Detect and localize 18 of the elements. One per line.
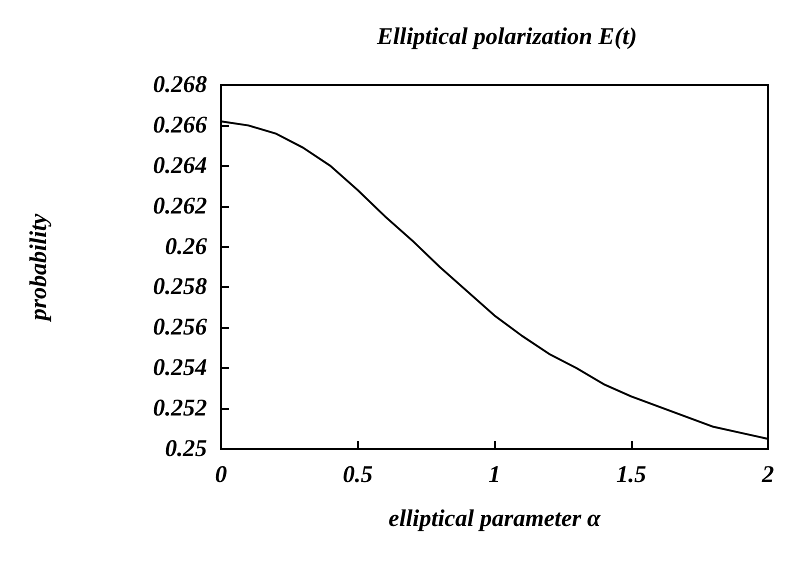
y-axis-title: probability (26, 213, 52, 322)
x-tick-label: 0 (215, 462, 227, 488)
y-tick-label: 0.252 (153, 396, 207, 422)
y-tick-label: 0.25 (165, 436, 207, 462)
y-tick-label: 0.266 (153, 112, 207, 138)
chart-title: Elliptical polarization E(t) (376, 24, 638, 50)
y-tick-label: 0.254 (153, 355, 207, 382)
y-tick-label: 0.258 (153, 274, 207, 300)
y-tick-label: 0.268 (153, 72, 207, 98)
y-tick-label: 0.264 (153, 152, 207, 179)
x-tick-label: 1.5 (616, 462, 646, 488)
y-tick-label: 0.26 (165, 234, 207, 260)
y-tick-label: 0.256 (153, 314, 207, 341)
x-tick-label: 0.5 (342, 462, 373, 488)
y-tick-label: 0.262 (153, 193, 207, 220)
x-axis-title: elliptical parameter α (388, 506, 602, 532)
x-tick-label: 2 (761, 462, 774, 488)
x-tick-label: 1 (488, 462, 500, 488)
